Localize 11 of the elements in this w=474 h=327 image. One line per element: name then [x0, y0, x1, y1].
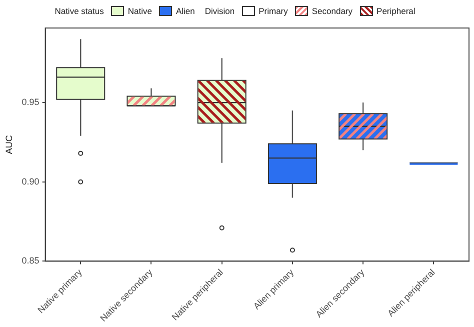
legend-label: Alien — [176, 6, 195, 16]
y-tick-label: 0.90 — [22, 176, 40, 186]
legend-title: Native status — [54, 6, 104, 16]
text: Primary — [258, 6, 288, 16]
y-tick-label: 0.95 — [22, 97, 40, 108]
text: Secondary — [312, 6, 353, 16]
legend-label: Native — [128, 6, 152, 16]
y-axis-title: AUC — [4, 134, 14, 154]
y-tick-label: 0.85 — [22, 256, 40, 266]
text: Peripheral — [376, 6, 416, 16]
text: Division — [204, 6, 235, 16]
